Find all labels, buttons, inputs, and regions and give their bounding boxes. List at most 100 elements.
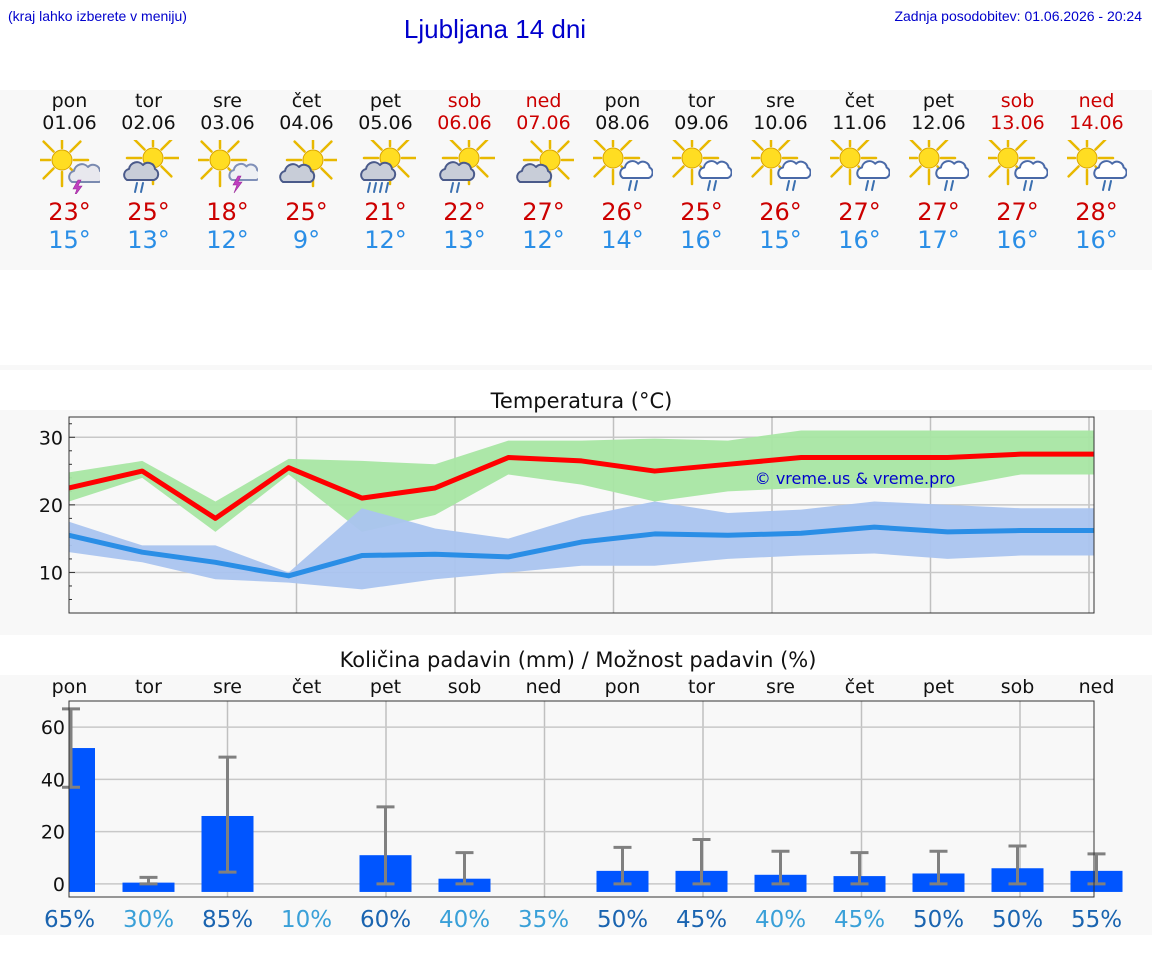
temp-max: 25° [127, 198, 170, 226]
day-name: pet [922, 90, 955, 112]
sun-part [197, 140, 247, 188]
day-name: sre [213, 90, 242, 112]
day-label: tor [688, 676, 715, 698]
plot-frame [68, 416, 1095, 614]
day-date: 04.06 [279, 112, 334, 134]
day-name: čet [844, 90, 875, 112]
temp-min: 9° [292, 226, 321, 254]
precip-error-bar [1008, 844, 1027, 886]
sun-part [1066, 140, 1114, 186]
day-label: sob [1001, 676, 1035, 698]
temp-max: 27° [522, 198, 565, 226]
day-date: 12.06 [911, 112, 966, 134]
day-date: 07.06 [516, 112, 571, 134]
sun-thunder-icon [197, 140, 258, 194]
day-label: ned [1079, 676, 1115, 698]
temp-max: 26° [601, 198, 644, 226]
day-name: sob [1000, 90, 1035, 112]
day-date: 13.06 [990, 112, 1045, 134]
precip-error-bar [692, 838, 711, 886]
sun-part [987, 140, 1035, 186]
temp-min: 16° [1075, 226, 1118, 254]
day-column: sob 13.06 27° 16° [978, 90, 1057, 254]
precip-error-bar [376, 805, 395, 886]
precip-chance-label: 50% [913, 907, 964, 933]
forecast-strip: pon 01.06 23° 15° tor 02.06 25° 13° sre 03.06 18° 1… [0, 90, 1152, 270]
precip-chance-label: 40% [755, 907, 806, 933]
precip-bar [122, 882, 175, 892]
precip-error-bar [850, 851, 869, 886]
day-date: 14.06 [1069, 112, 1124, 134]
day-column: pon 08.06 26° 14° [583, 90, 662, 254]
day-column: tor 09.06 25° 16° [662, 90, 741, 254]
precip-chance-label: 85% [202, 907, 253, 933]
day-date: 11.06 [832, 112, 887, 134]
day-column: tor 02.06 25° 13° [109, 90, 188, 254]
day-label: pet [923, 676, 954, 698]
temp-min: 15° [48, 226, 91, 254]
temp-min: 12° [522, 226, 565, 254]
precip-error-bar [62, 707, 80, 789]
day-name: ned [525, 90, 562, 112]
temp-max: 27° [838, 198, 881, 226]
sun-light-cloud-rain-icon [592, 140, 653, 191]
temp-min: 13° [443, 226, 486, 254]
day-date: 09.06 [674, 112, 729, 134]
sun-cloud-thunder-icon [39, 140, 100, 194]
y-tick-label: 20 [41, 822, 65, 844]
day-name: ned [1078, 90, 1115, 112]
day-date: 06.06 [437, 112, 492, 134]
precip-error-bar [218, 755, 237, 874]
y-tick-label: 20 [39, 495, 63, 517]
day-date: 08.06 [595, 112, 650, 134]
temp-chart-title: Temperatura (°C) [490, 389, 673, 413]
min-temp-line [68, 524, 1094, 579]
y-tick-label: 60 [41, 717, 65, 739]
day-label: pon [605, 676, 641, 698]
temp-min: 16° [996, 226, 1039, 254]
day-name: pet [369, 90, 402, 112]
day-label: ned [526, 676, 562, 698]
sun-light-cloud-rain-icon [987, 140, 1048, 191]
temp-min: 14° [601, 226, 644, 254]
day-date: 03.06 [200, 112, 255, 134]
sun-part [750, 140, 798, 186]
day-date: 10.06 [753, 112, 808, 134]
temp-max: 26° [759, 198, 802, 226]
precip-chance-label: 60% [360, 907, 411, 933]
precip-chance-label: 45% [834, 907, 885, 933]
precip-error-bar [455, 851, 474, 886]
sun-cloud-rain-icon [122, 140, 179, 193]
day-label: čet [845, 676, 875, 698]
plot-frame [68, 700, 1095, 898]
precip-chance-label: 50% [992, 907, 1043, 933]
y-tick-label: 30 [39, 427, 63, 449]
day-label: tor [135, 676, 162, 698]
temp-max: 25° [285, 198, 328, 226]
day-name: tor [135, 90, 162, 112]
precipitation-chart: Količina padavin (mm) / Možnost padavin … [41, 648, 1123, 933]
chart-watermark: © vreme.us & vreme.pro [755, 469, 956, 488]
sun-cloud-icon [278, 140, 337, 188]
precip-error-bar [139, 875, 158, 886]
temp-max: 23° [48, 198, 91, 226]
y-tick-label: 0 [53, 874, 65, 896]
day-name: pon [604, 90, 641, 112]
precip-chance-label: 10% [281, 907, 332, 933]
separator-band [0, 365, 1152, 370]
sun-light-cloud-rain-icon [1066, 140, 1127, 191]
day-column: sre 03.06 18° 12° [188, 90, 267, 254]
day-label: čet [292, 676, 322, 698]
day-column: sre 10.06 26° 15° [741, 90, 820, 254]
day-date: 05.06 [358, 112, 413, 134]
temp-max: 28° [1075, 198, 1118, 226]
sun-part [908, 140, 956, 186]
precip-chance-label: 40% [439, 907, 490, 933]
sun-cloud-icon [515, 140, 574, 188]
day-label: sob [448, 676, 482, 698]
last-update: Zadnja posodobitev: 01.06.2026 - 20:24 [894, 8, 1142, 24]
temp-max: 21° [364, 198, 407, 226]
temp-min: 13° [127, 226, 170, 254]
sun-part [592, 140, 640, 186]
day-column: ned 14.06 28° 16° [1057, 90, 1136, 254]
